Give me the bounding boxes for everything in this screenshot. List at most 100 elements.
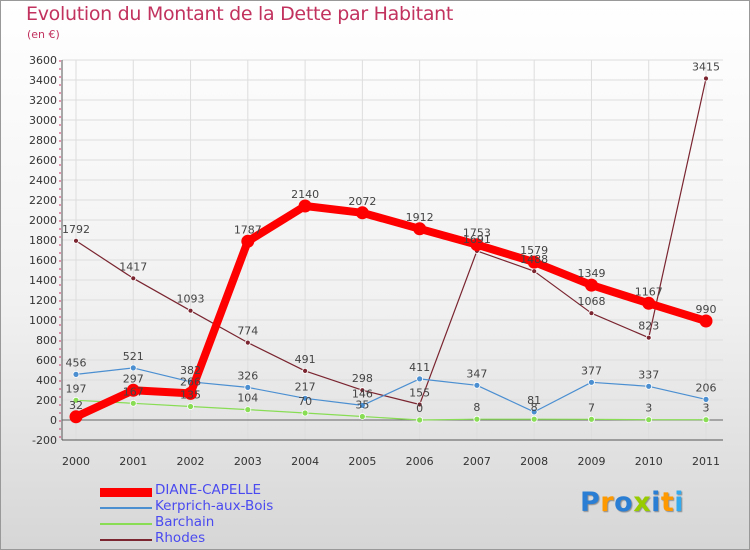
x-tick-label: 2010	[635, 455, 663, 468]
chart-title: Evolution du Montant de la Dette par Hab…	[26, 3, 454, 25]
data-label-barchain: 104	[237, 392, 258, 405]
data-point-diane-capelle	[241, 234, 255, 248]
y-tick-label: 2200	[29, 194, 57, 207]
data-label-diane-capelle: 32	[69, 399, 83, 412]
series-line-rhodes	[75, 77, 707, 406]
y-tick-label: 2000	[29, 214, 57, 227]
legend-swatch	[100, 487, 152, 497]
data-point-rhodes	[703, 75, 709, 82]
y-tick-label: 2800	[29, 134, 57, 147]
data-point-diane-capelle	[126, 383, 140, 397]
y-tick-label: 200	[36, 394, 57, 407]
y-tick-label: 3600	[29, 54, 57, 67]
data-label-diane-capelle: 266	[180, 375, 201, 388]
data-point-diane-capelle	[298, 199, 312, 213]
data-label-diane-capelle: 1753	[463, 227, 491, 240]
data-label-kerprich-aux-bois: 521	[123, 350, 144, 363]
legend-label: Barchain	[155, 514, 215, 530]
proxiti-logo: Proxiti	[580, 487, 685, 518]
series-line-diane-capelle	[72, 202, 710, 421]
legend-swatch	[100, 539, 152, 541]
data-point-rhodes	[588, 310, 595, 317]
y-tick-label: 0	[50, 414, 57, 427]
data-label-diane-capelle: 990	[696, 303, 717, 316]
data-point-rhodes	[416, 401, 423, 408]
legend-item-barchain: Barchain	[100, 514, 360, 532]
data-point-diane-capelle	[642, 296, 656, 310]
data-point-barchain	[588, 415, 595, 423]
data-label-barchain: 35	[355, 399, 369, 412]
data-label-kerprich-aux-bois: 81	[527, 394, 541, 407]
data-label-rhodes: 491	[295, 353, 316, 366]
data-point-barchain	[187, 403, 194, 410]
y-tick-label: 1600	[29, 254, 57, 267]
data-label-kerprich-aux-bois: 206	[696, 381, 717, 394]
data-point-kerprich-aux-bois	[645, 382, 653, 390]
data-point-barchain	[358, 413, 366, 420]
data-point-barchain	[473, 415, 481, 423]
legend-item-kerprich-aux-bois: Kerprich-aux-Bois	[100, 498, 360, 516]
data-point-barchain	[129, 399, 137, 407]
data-label-rhodes: 1093	[177, 293, 205, 306]
data-label-barchain: 0	[416, 402, 423, 415]
data-label-rhodes: 774	[237, 325, 258, 338]
data-point-barchain	[530, 415, 538, 423]
y-tick-label: 3400	[29, 74, 57, 87]
y-tick-label: 1400	[29, 274, 57, 287]
data-point-barchain	[72, 396, 80, 404]
data-label-barchain: 135	[180, 389, 201, 402]
data-point-kerprich-aux-bois	[301, 394, 309, 402]
x-tick-label: 2006	[406, 455, 434, 468]
data-point-diane-capelle	[69, 410, 83, 424]
y-tick-label: 600	[36, 354, 57, 367]
data-label-diane-capelle: 1349	[577, 267, 605, 280]
data-label-rhodes: 298	[352, 372, 373, 385]
data-label-diane-capelle: 1579	[520, 244, 548, 257]
data-label-diane-capelle: 1167	[635, 285, 663, 298]
legend-label: DIANE-CAPELLE	[155, 482, 262, 498]
x-tick-label: 2011	[692, 455, 720, 468]
x-tick-label: 2004	[291, 455, 319, 468]
data-label-kerprich-aux-bois: 382	[180, 364, 201, 377]
data-point-diane-capelle	[470, 238, 484, 252]
data-label-barchain: 3	[703, 402, 710, 415]
data-point-kerprich-aux-bois	[72, 370, 80, 378]
data-point-rhodes	[359, 387, 366, 394]
x-tick-label: 2009	[577, 455, 605, 468]
data-point-diane-capelle	[184, 386, 198, 400]
data-point-kerprich-aux-bois	[358, 401, 366, 409]
data-point-barchain	[645, 416, 653, 424]
data-label-kerprich-aux-bois: 411	[409, 361, 430, 374]
data-label-kerprich-aux-bois: 337	[638, 368, 659, 381]
series-line-kerprich-aux-bois	[75, 367, 707, 413]
y-tick-label: 1200	[29, 294, 57, 307]
data-point-rhodes	[244, 339, 251, 346]
y-tick-label: 2600	[29, 154, 57, 167]
data-label-kerprich-aux-bois: 377	[581, 364, 602, 377]
x-tick-label: 2001	[119, 455, 147, 468]
x-tick-label: 2005	[348, 455, 376, 468]
data-label-kerprich-aux-bois: 146	[352, 387, 373, 400]
y-tick-label: 3000	[29, 114, 57, 127]
data-point-diane-capelle	[413, 222, 427, 236]
data-label-diane-capelle: 1787	[234, 223, 262, 236]
data-label-barchain: 70	[298, 395, 312, 408]
data-point-barchain	[301, 409, 309, 417]
legend-swatch	[100, 507, 152, 509]
x-tick-label: 2008	[520, 455, 548, 468]
data-point-kerprich-aux-bois	[473, 381, 481, 389]
y-tick-label: 400	[36, 374, 57, 387]
data-label-kerprich-aux-bois: 347	[466, 367, 487, 380]
x-tick-label: 2002	[177, 455, 205, 468]
data-label-rhodes: 155	[409, 387, 430, 400]
x-tick-label: 2000	[62, 455, 90, 468]
data-point-rhodes	[531, 268, 538, 275]
data-label-kerprich-aux-bois: 217	[295, 380, 316, 393]
data-point-rhodes	[73, 237, 79, 244]
data-label-diane-capelle: 297	[123, 372, 144, 385]
data-label-rhodes: 1488	[520, 253, 548, 266]
data-point-kerprich-aux-bois	[702, 395, 710, 403]
data-point-rhodes	[130, 275, 137, 282]
data-label-rhodes: 3415	[692, 61, 720, 74]
